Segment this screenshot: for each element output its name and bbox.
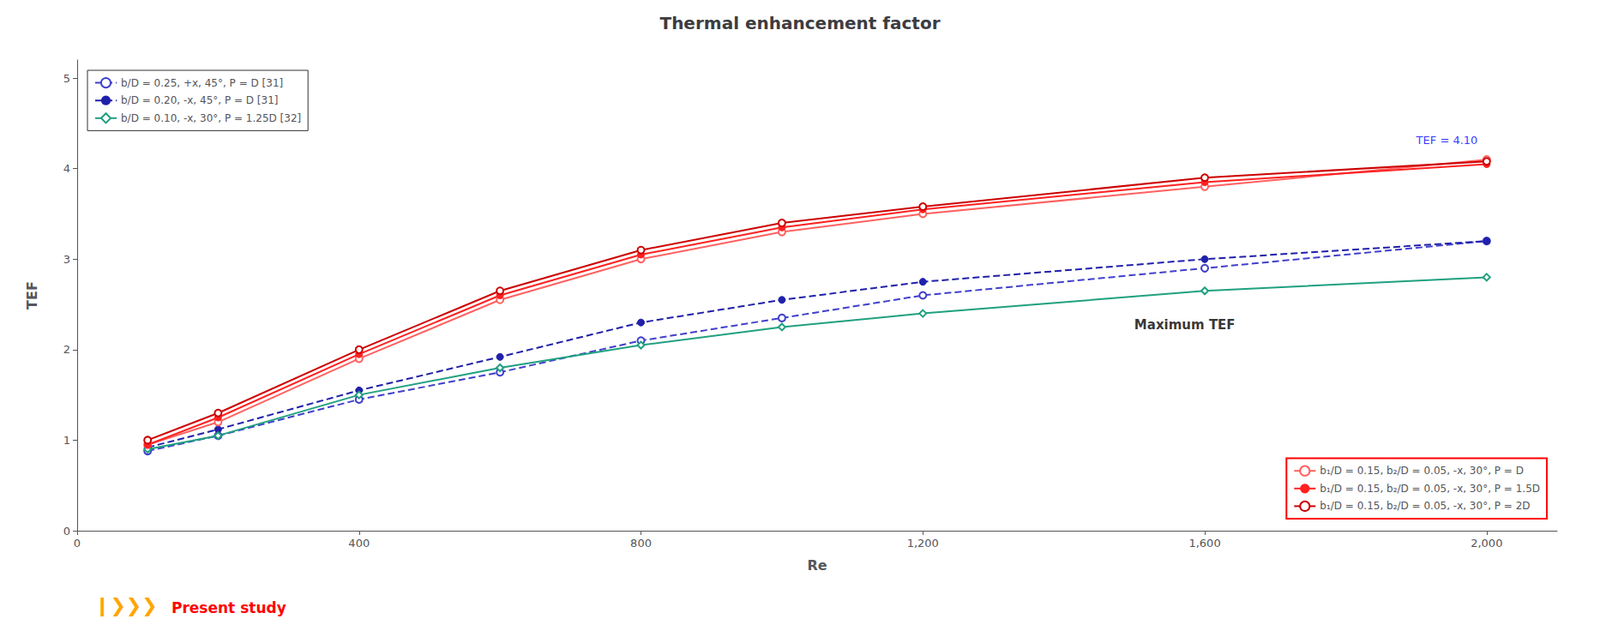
svg-text:Thermal enhancement factor: Thermal enhancement factor [659, 12, 940, 34]
svg-text:1,200: 1,200 [907, 536, 939, 550]
svg-text:❙❯❯❯: ❙❯❯❯ [94, 595, 158, 618]
svg-text:TEF = 4.10: TEF = 4.10 [1415, 133, 1479, 147]
svg-text:Maximum TEF: Maximum TEF [1134, 317, 1236, 333]
svg-text:2: 2 [63, 342, 71, 356]
svg-text:b₁/D = 0.15, b₂/D = 0.05, -x,: b₁/D = 0.15, b₂/D = 0.05, -x, 30°, P = D [1319, 464, 1524, 477]
svg-text:400: 400 [348, 536, 370, 550]
svg-text:TEF: TEF [24, 281, 41, 310]
svg-text:Present study: Present study [171, 599, 287, 617]
svg-text:Re: Re [806, 557, 827, 574]
svg-text:0: 0 [73, 536, 81, 550]
svg-text:0: 0 [63, 524, 71, 538]
svg-text:4: 4 [63, 162, 71, 175]
svg-text:1,600: 1,600 [1188, 536, 1221, 550]
svg-text:800: 800 [630, 536, 652, 550]
svg-text:b₁/D = 0.15, b₂/D = 0.05, -x,: b₁/D = 0.15, b₂/D = 0.05, -x, 30°, P = 1… [1319, 482, 1540, 495]
svg-text:b/D = 0.10, -x, 30°, P = 1.25D: b/D = 0.10, -x, 30°, P = 1.25D [32] [120, 112, 301, 125]
svg-text:b₁/D = 0.15, b₂/D = 0.05, -x,: b₁/D = 0.15, b₂/D = 0.05, -x, 30°, P = 2… [1319, 499, 1530, 512]
svg-text:5: 5 [63, 72, 71, 85]
svg-text:b/D = 0.25, +x, 45°, P = D [31: b/D = 0.25, +x, 45°, P = D [31] [120, 77, 283, 90]
svg-text:1: 1 [63, 433, 71, 447]
svg-text:2,000: 2,000 [1470, 536, 1503, 550]
svg-text:b/D = 0.20, -x, 45°, P = D [31: b/D = 0.20, -x, 45°, P = D [31] [120, 94, 279, 107]
svg-text:3: 3 [63, 252, 71, 266]
